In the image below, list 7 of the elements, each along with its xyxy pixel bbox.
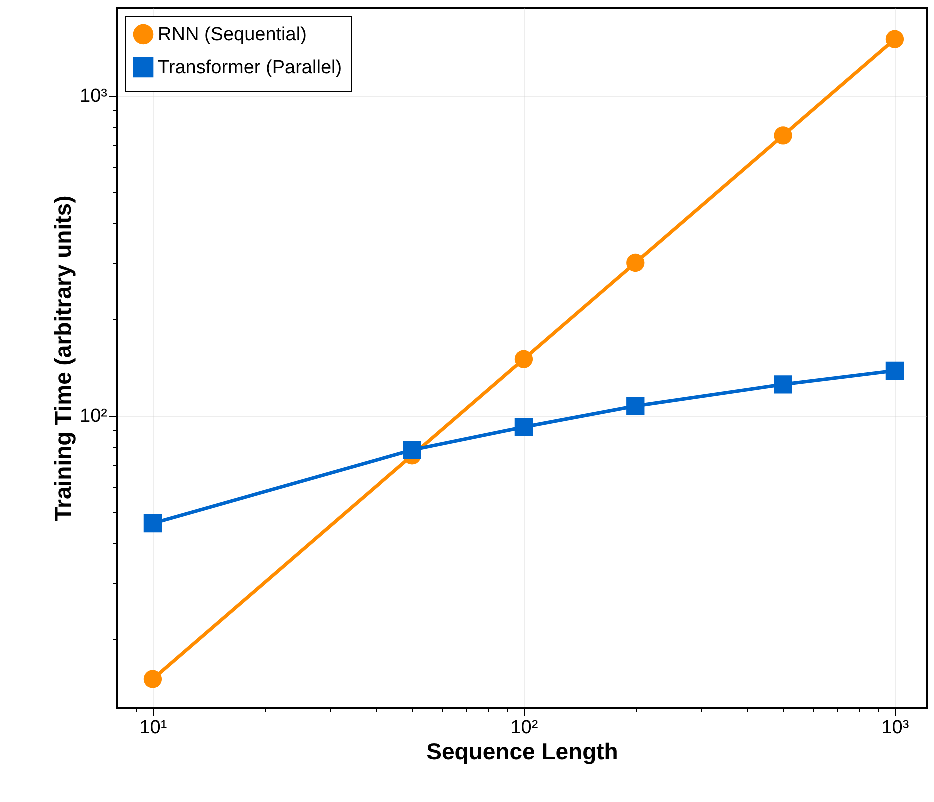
x-tick-label: 10¹ xyxy=(140,718,168,738)
x-axis-title: Sequence Length xyxy=(426,738,618,764)
x-tick-label: 10² xyxy=(510,718,538,738)
legend-label: RNN (Sequential) xyxy=(158,24,307,46)
y-axis-title: Training Time (arbitrary units) xyxy=(50,196,76,522)
x-tick-label: 10³ xyxy=(882,718,910,738)
legend-label: Transformer (Parallel) xyxy=(158,58,342,78)
